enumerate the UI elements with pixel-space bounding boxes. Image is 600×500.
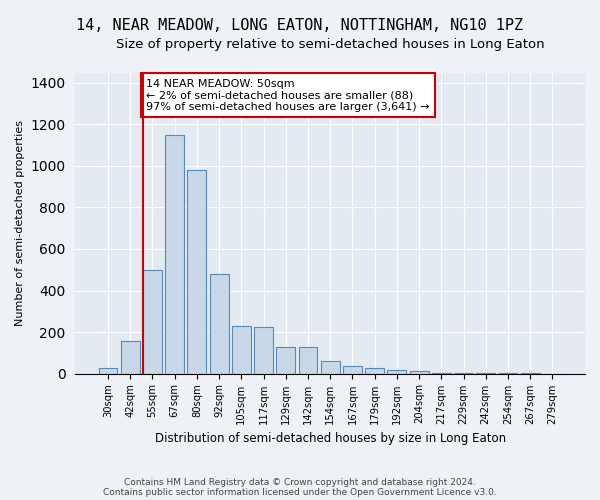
Bar — [432, 372, 451, 374]
Bar — [343, 366, 362, 374]
Title: Size of property relative to semi-detached houses in Long Eaton: Size of property relative to semi-detach… — [116, 38, 545, 51]
Y-axis label: Number of semi-detached properties: Number of semi-detached properties — [15, 120, 25, 326]
Bar — [165, 135, 184, 374]
Bar — [321, 361, 340, 374]
Bar — [254, 327, 273, 374]
Bar — [232, 326, 251, 374]
Text: 14 NEAR MEADOW: 50sqm
← 2% of semi-detached houses are smaller (88)
97% of semi-: 14 NEAR MEADOW: 50sqm ← 2% of semi-detac… — [146, 78, 430, 112]
Bar — [365, 368, 384, 374]
X-axis label: Distribution of semi-detached houses by size in Long Eaton: Distribution of semi-detached houses by … — [155, 432, 506, 445]
Bar — [410, 372, 428, 374]
Bar — [98, 368, 118, 374]
Bar — [277, 346, 295, 374]
Bar — [121, 342, 140, 374]
Text: Contains HM Land Registry data © Crown copyright and database right 2024.
Contai: Contains HM Land Registry data © Crown c… — [103, 478, 497, 497]
Bar — [299, 346, 317, 374]
Text: 14, NEAR MEADOW, LONG EATON, NOTTINGHAM, NG10 1PZ: 14, NEAR MEADOW, LONG EATON, NOTTINGHAM,… — [76, 18, 524, 32]
Bar — [209, 274, 229, 374]
Bar — [143, 270, 162, 374]
Bar — [187, 170, 206, 374]
Bar — [454, 373, 473, 374]
Bar — [388, 370, 406, 374]
